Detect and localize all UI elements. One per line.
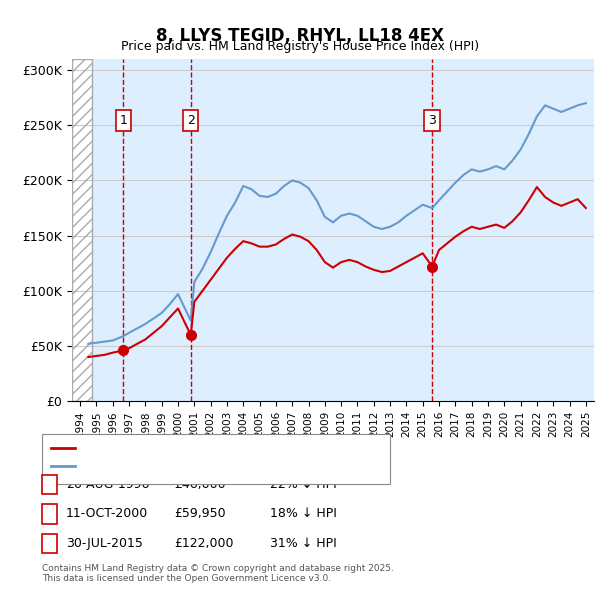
Text: 22% ↓ HPI: 22% ↓ HPI bbox=[270, 478, 337, 491]
Text: 3: 3 bbox=[46, 537, 53, 550]
Text: 8, LLYS TEGID, RHYL, LL18 4EX (detached house): 8, LLYS TEGID, RHYL, LL18 4EX (detached … bbox=[79, 444, 353, 453]
Text: 30-JUL-2015: 30-JUL-2015 bbox=[66, 537, 143, 550]
Text: £59,950: £59,950 bbox=[174, 507, 226, 520]
Text: 26-AUG-1996: 26-AUG-1996 bbox=[66, 478, 149, 491]
Text: 8, LLYS TEGID, RHYL, LL18 4EX: 8, LLYS TEGID, RHYL, LL18 4EX bbox=[156, 27, 444, 45]
Text: 1: 1 bbox=[119, 114, 127, 127]
Text: 3: 3 bbox=[428, 114, 436, 127]
Text: Contains HM Land Registry data © Crown copyright and database right 2025.
This d: Contains HM Land Registry data © Crown c… bbox=[42, 563, 394, 583]
Text: £46,000: £46,000 bbox=[174, 478, 226, 491]
Text: 11-OCT-2000: 11-OCT-2000 bbox=[66, 507, 148, 520]
Bar bbox=[72, 59, 92, 401]
Bar bbox=[72, 59, 92, 401]
Text: £122,000: £122,000 bbox=[174, 537, 233, 550]
Text: 18% ↓ HPI: 18% ↓ HPI bbox=[270, 507, 337, 520]
Text: 2: 2 bbox=[46, 507, 53, 520]
Text: 1: 1 bbox=[46, 478, 53, 491]
Text: 31% ↓ HPI: 31% ↓ HPI bbox=[270, 537, 337, 550]
Text: HPI: Average price, detached house, Denbighshire: HPI: Average price, detached house, Denb… bbox=[79, 461, 360, 471]
Text: 2: 2 bbox=[187, 114, 194, 127]
Text: Price paid vs. HM Land Registry's House Price Index (HPI): Price paid vs. HM Land Registry's House … bbox=[121, 40, 479, 53]
